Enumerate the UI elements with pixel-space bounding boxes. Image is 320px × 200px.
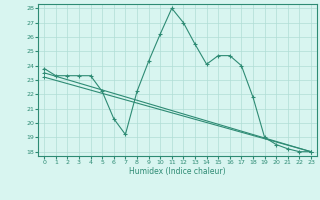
X-axis label: Humidex (Indice chaleur): Humidex (Indice chaleur)	[129, 167, 226, 176]
